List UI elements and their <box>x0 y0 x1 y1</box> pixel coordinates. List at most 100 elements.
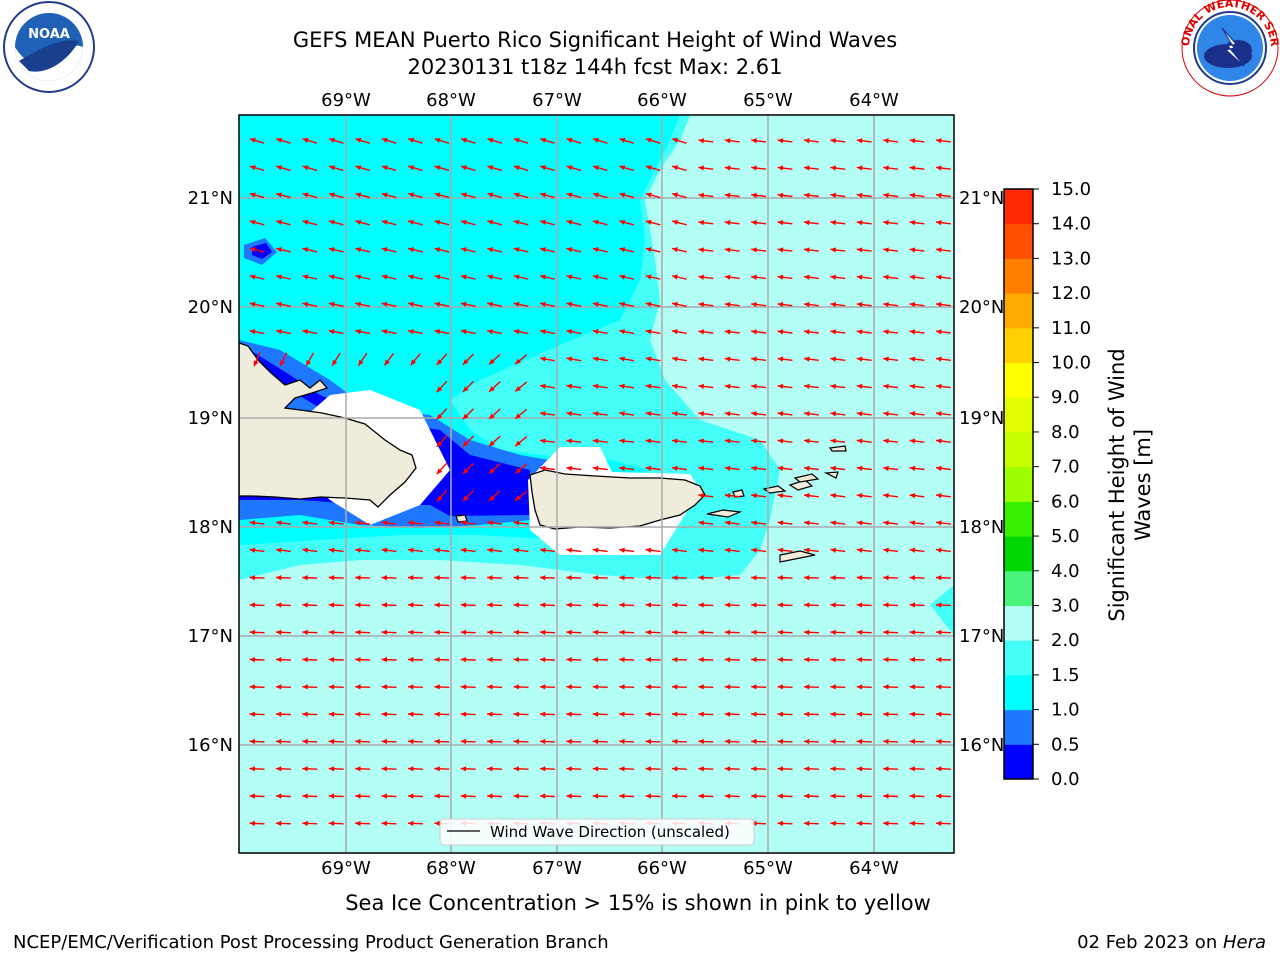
wave-direction-arrow <box>407 684 423 690</box>
wave-direction-arrow <box>539 356 555 362</box>
wave-direction-arrow <box>566 301 582 307</box>
wave-direction-arrow <box>592 657 608 663</box>
wave-direction-arrow <box>935 356 951 362</box>
wave-direction-arrow <box>462 380 475 393</box>
wave-direction-arrow <box>856 301 872 308</box>
wave-direction-arrow <box>645 356 661 362</box>
wave-direction-arrow <box>671 438 687 444</box>
wave-direction-arrow <box>249 657 265 663</box>
wave-direction-arrow <box>513 301 529 307</box>
wave-direction-arrow <box>539 274 555 280</box>
wave-direction-arrow <box>724 165 740 171</box>
colorbar-tick-label: 2.0 <box>1051 630 1080 651</box>
wind-wave-direction-arrows <box>249 137 951 827</box>
wave-direction-arrow <box>671 657 687 663</box>
wave-direction-arrow <box>355 738 371 745</box>
lat-tick-label-left: 21°N <box>188 188 233 209</box>
wave-direction-arrow <box>539 575 555 581</box>
wave-direction-arrow <box>909 820 925 827</box>
colorbar-tick-label: 0.5 <box>1051 734 1080 755</box>
wave-direction-arrow <box>935 411 951 417</box>
wave-direction-arrow <box>513 520 529 526</box>
wave-direction-arrow <box>751 411 767 417</box>
wave-direction-arrow <box>935 329 951 335</box>
wave-direction-arrow <box>619 247 635 253</box>
wave-direction-arrow <box>830 629 846 635</box>
wave-direction-arrow <box>803 192 819 198</box>
wave-direction-arrow <box>856 684 872 690</box>
lon-tick-label-bottom: 69°W <box>321 858 371 879</box>
wave-direction-arrow <box>724 602 740 608</box>
wave-direction-arrow <box>671 793 687 799</box>
lon-tick-label-bottom: 68°W <box>426 858 476 879</box>
wave-direction-arrow <box>751 520 767 526</box>
wave-direction-arrow <box>513 684 529 690</box>
wave-direction-arrow <box>592 465 608 471</box>
wave-direction-arrow <box>751 657 767 663</box>
lon-tick-label-top: 68°W <box>426 90 476 111</box>
colorbar-segment <box>1004 674 1033 711</box>
lon-tick-label-top: 65°W <box>743 90 793 111</box>
wave-direction-arrow <box>856 793 872 799</box>
wave-direction-arrow <box>460 329 476 335</box>
wave-direction-arrow <box>935 493 951 499</box>
wave-direction-arrow <box>513 165 529 172</box>
wave-direction-arrow <box>328 684 344 690</box>
wave-direction-arrow <box>355 137 370 144</box>
wave-direction-arrow <box>436 462 448 475</box>
wave-direction-arrow <box>355 602 371 608</box>
wave-direction-arrow <box>275 520 291 526</box>
wave-direction-arrow <box>487 684 503 690</box>
wave-direction-arrow <box>645 629 661 635</box>
wave-direction-arrow <box>856 138 872 144</box>
wave-direction-arrow <box>275 274 291 280</box>
lat-tick-label-left: 20°N <box>188 297 233 318</box>
wave-direction-arrow <box>302 602 318 608</box>
wave-direction-arrow <box>249 520 265 526</box>
wave-direction-arrow <box>856 657 872 663</box>
wave-direction-arrow <box>856 274 872 280</box>
wave-direction-arrow <box>539 301 555 307</box>
wave-direction-arrow <box>830 274 846 280</box>
wave-direction-arrow <box>803 138 819 144</box>
wave-direction-arrow <box>856 192 872 198</box>
wave-direction-arrow <box>619 329 635 335</box>
wave-direction-arrow <box>381 766 397 772</box>
wave-direction-arrow <box>407 766 423 772</box>
wave-direction-arrow <box>249 766 265 772</box>
footer-host: Hera <box>1222 932 1266 953</box>
wave-direction-arrow <box>355 766 371 772</box>
wave-direction-arrow <box>724 793 740 799</box>
wave-direction-arrow <box>407 301 423 307</box>
wave-direction-arrow <box>856 220 872 226</box>
wave-direction-arrow <box>724 247 740 253</box>
wave-direction-arrow <box>803 383 819 390</box>
colorbar: 0.0 0.5 1.0 1.5 2.0 3.0 4.0 5.0 6.0 7.0 8.0 9.0 10.0… <box>1003 179 1091 790</box>
wave-direction-arrow <box>671 738 687 745</box>
wave-direction-arrow <box>381 547 397 553</box>
lon-tick-label-bottom: 66°W <box>637 858 687 879</box>
wave-direction-arrow <box>436 435 448 448</box>
wave-direction-arrow <box>460 602 476 608</box>
lat-tick-label-right: 19°N <box>959 408 1004 429</box>
map-frame <box>238 114 955 854</box>
wave-direction-arrow <box>302 192 318 199</box>
wave-direction-arrow <box>460 629 476 635</box>
wave-direction-arrow <box>488 435 501 447</box>
wave-direction-arrow <box>671 301 687 307</box>
wave-direction-arrow <box>355 274 371 280</box>
wave-direction-arrow <box>249 575 265 581</box>
wave-direction-arrow <box>539 629 555 635</box>
wave-direction-arrow <box>883 465 899 471</box>
wave-direction-arrow <box>592 329 608 335</box>
wave-direction-arrow <box>355 247 371 253</box>
wave-direction-arrow <box>909 356 925 362</box>
wave-direction-arrow <box>249 301 265 307</box>
wave-direction-arrow <box>619 137 634 144</box>
wave-direction-arrow <box>328 820 344 827</box>
wave-direction-arrow <box>436 489 448 502</box>
wave-direction-arrow <box>355 520 371 526</box>
wave-direction-arrow <box>698 220 714 226</box>
wave-direction-arrow <box>883 438 899 444</box>
wave-direction-arrow <box>671 766 687 772</box>
